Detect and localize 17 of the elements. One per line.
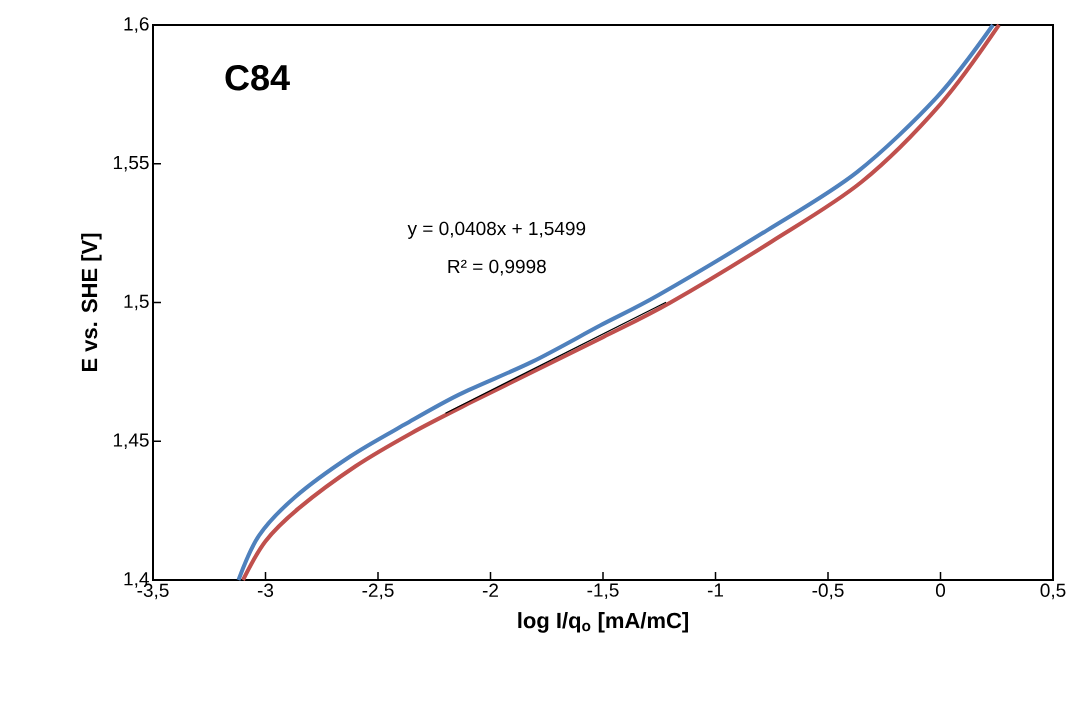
y-axis-title: E vs. SHE [V]: [81, 233, 102, 372]
y-tick-label: 1,55: [113, 156, 149, 172]
annotation: y = 0,0408x + 1,5499: [407, 221, 586, 239]
x-tick-label: -0,5: [812, 583, 844, 600]
y-tick-label: 1,45: [113, 433, 149, 449]
x-tick-label: -2,5: [362, 583, 394, 600]
y-tick-label: 1,6: [124, 17, 149, 33]
x-tick-label: -2: [482, 583, 498, 597]
annotation: R² = 0,9998: [448, 259, 546, 276]
x-tick-label: 0: [935, 583, 946, 597]
x-tick-label: -1: [707, 583, 724, 597]
annotation: C84: [225, 64, 290, 91]
y-tick-label: 1,5: [124, 294, 149, 311]
x-tick-label: -3: [257, 583, 274, 597]
x-tick-label: 0,5: [1040, 583, 1066, 600]
x-tick-label: -1,5: [587, 583, 619, 600]
x-axis-title: log I/q$_{o}$ [mA/mC]: [518, 612, 688, 633]
